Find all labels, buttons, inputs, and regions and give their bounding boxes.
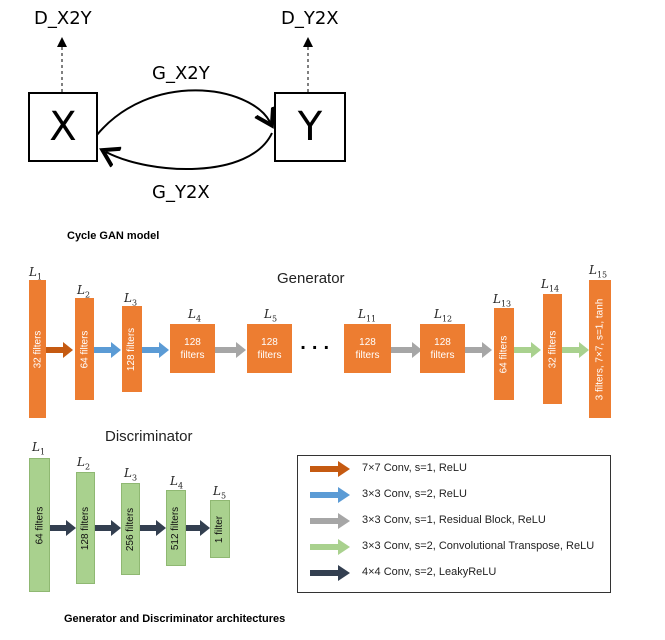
architecture-caption: Generator and Discriminator architecture… xyxy=(64,613,286,625)
legend-item-3: 3×3 Conv, s=1, Residual Block, ReLU xyxy=(362,514,546,526)
g-y2x-arrow xyxy=(106,132,273,170)
gen-l13-label: L13 xyxy=(493,292,512,309)
gen-layer-3: 128 filters xyxy=(122,306,142,392)
disc-layer-5: 1 filter xyxy=(210,500,230,558)
disc-layer-2: 128 filters xyxy=(76,472,95,584)
disc-l4-label: L4 xyxy=(170,474,184,491)
gen-layer-2: 64 filters xyxy=(75,298,94,400)
legend-item-2: 3×3 Conv, s=2, ReLU xyxy=(362,488,467,500)
g-x2y-label: G_X2Y xyxy=(152,63,210,84)
g-x2y-arrow xyxy=(95,89,270,137)
discriminator-title: Discriminator xyxy=(105,428,193,445)
node-y: Y xyxy=(274,92,346,162)
node-x: X xyxy=(28,92,98,162)
g-y2x-label: G_Y2X xyxy=(152,182,210,203)
gen-l15-label: L15 xyxy=(589,263,608,280)
legend-item-1: 7×7 Conv, s=1, ReLU xyxy=(362,462,467,474)
gen-layer-12: 128 filters xyxy=(420,324,465,373)
generator-title: Generator xyxy=(277,270,345,287)
gen-l12-label: L12 xyxy=(434,307,453,324)
disc-l5-label: L5 xyxy=(213,484,227,501)
gen-ellipsis: · · · xyxy=(300,338,330,357)
gen-l1-label: L1 xyxy=(29,265,43,282)
gen-l11-label: L11 xyxy=(358,307,377,324)
disc-l1-label: L1 xyxy=(32,440,46,457)
disc-layer-1: 64 filters xyxy=(29,458,50,592)
gen-layer-4: 128 filters xyxy=(170,324,215,373)
legend-item-4: 3×3 Conv, s=2, Convolutional Transpose, … xyxy=(362,540,595,552)
disc-layer-4: 512 filters xyxy=(166,490,186,566)
gen-l4-label: L4 xyxy=(188,307,202,324)
cycle-arrows xyxy=(57,37,313,170)
legend-arrows xyxy=(310,461,350,581)
disc-l2-label: L2 xyxy=(77,455,91,472)
gen-layer-15: 3 filters, 7×7, s=1, tanh xyxy=(589,280,611,418)
gen-layer-13: 64 filters xyxy=(494,308,514,400)
gen-l14-label: L14 xyxy=(541,277,560,294)
gen-l2-label: L2 xyxy=(77,283,91,300)
d-y2x-label: D_Y2X xyxy=(281,8,339,29)
legend: 7×7 Conv, s=1, ReLU 3×3 Conv, s=2, ReLU … xyxy=(297,455,611,593)
gen-layer-11: 128 filters xyxy=(344,324,391,373)
legend-item-5: 4×4 Conv, s=2, LeakyReLU xyxy=(362,566,497,578)
cycle-caption: Cycle GAN model xyxy=(67,230,160,242)
disc-l3-label: L3 xyxy=(124,466,138,483)
d-x2y-label: D_X2Y xyxy=(34,8,92,29)
gen-l3-label: L3 xyxy=(124,291,138,308)
gen-l5-label: L5 xyxy=(264,307,278,324)
gen-layer-1: 32 filters xyxy=(29,280,46,418)
gen-layer-5: 128 filters xyxy=(247,324,292,373)
disc-layer-3: 256 filters xyxy=(121,483,140,575)
gen-layer-14: 32 filters xyxy=(543,294,562,404)
